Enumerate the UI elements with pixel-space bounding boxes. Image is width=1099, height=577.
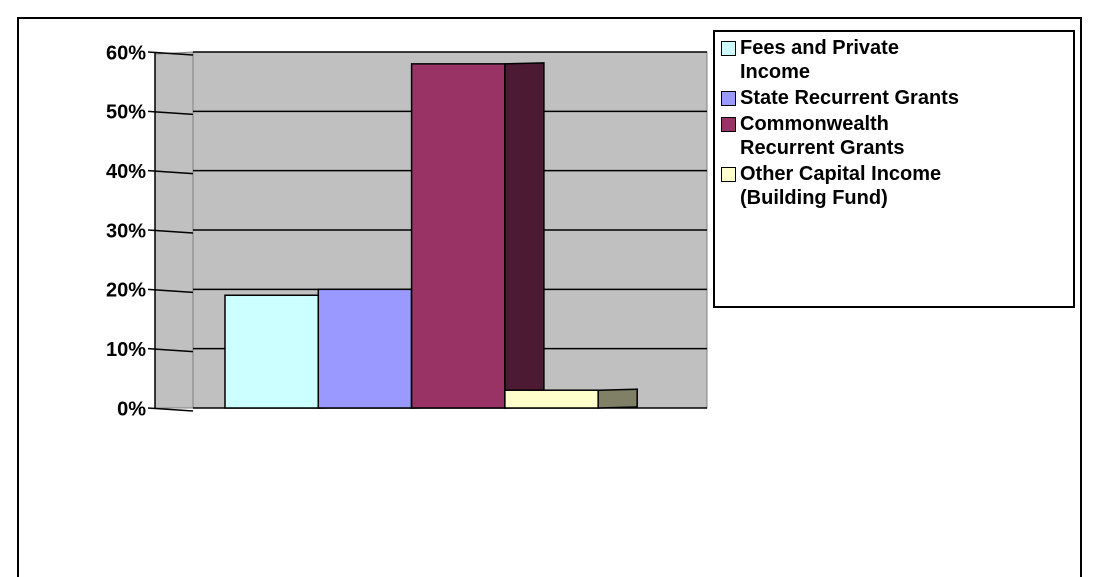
legend-swatch bbox=[721, 167, 736, 182]
bar-side bbox=[597, 388, 638, 409]
legend: Fees and Private Income State Recurrent G… bbox=[713, 30, 1075, 308]
legend-label: Other Capital Income (Building Fund) bbox=[740, 163, 942, 209]
y-tick-label: 20% bbox=[106, 280, 146, 302]
y-tick-label: 0% bbox=[117, 398, 146, 420]
legend-swatch bbox=[721, 91, 736, 106]
bar bbox=[317, 288, 413, 409]
tick-mark bbox=[147, 407, 194, 412]
y-tick-label: 50% bbox=[106, 102, 146, 124]
legend-swatch bbox=[721, 117, 736, 132]
bar bbox=[504, 389, 599, 409]
y-tick-label: 10% bbox=[106, 339, 146, 361]
legend-entry: Commonwealth Recurrent Grants bbox=[721, 112, 1067, 160]
legend-label: State Recurrent Grants bbox=[740, 87, 959, 109]
bar bbox=[224, 294, 320, 409]
y-tick-label: 40% bbox=[106, 161, 146, 183]
bar bbox=[410, 63, 506, 409]
chart-border bbox=[17, 17, 1082, 577]
legend-entry: Other Capital Income (Building Fund) bbox=[721, 162, 1067, 210]
bar-side bbox=[504, 62, 545, 409]
legend-swatch bbox=[721, 41, 736, 56]
legend-label: Commonwealth Recurrent Grants bbox=[740, 113, 905, 159]
legend-entry: State Recurrent Grants bbox=[721, 86, 1067, 110]
side-wall bbox=[154, 51, 194, 409]
y-tick-label: 60% bbox=[106, 42, 146, 64]
legend-label: Fees and Private Income bbox=[740, 37, 899, 83]
y-tick-label: 30% bbox=[106, 220, 146, 242]
legend-entry: Fees and Private Income bbox=[721, 36, 1067, 84]
